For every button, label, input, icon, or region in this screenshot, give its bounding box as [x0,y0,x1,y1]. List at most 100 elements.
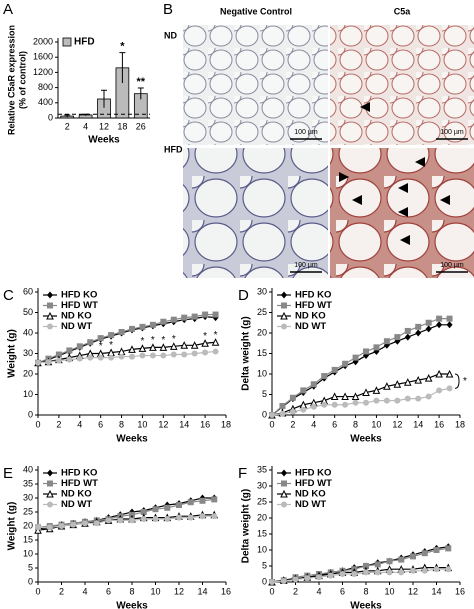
marker [433,547,440,553]
series-line [271,568,449,583]
marker [118,353,125,360]
marker [415,329,422,337]
marker [97,354,104,361]
marker [97,335,104,342]
scale-label: 100 µm [294,129,318,136]
marker [176,514,182,521]
x-tick-label: 14 [413,419,423,429]
marker [374,569,381,576]
x-tick-label: 18 [221,419,231,429]
y-tick-label: 5 [28,562,33,572]
y-tick-label: 800 [38,82,53,92]
micrograph [183,148,328,278]
marker [160,352,167,359]
marker [421,550,428,557]
panel-label: D [238,287,249,304]
marker [93,520,100,527]
marker [281,480,287,487]
legend-swatch [62,37,72,47]
y-tick-label: 20 [257,512,267,522]
x-tick-label: 0 [35,586,40,596]
annotation: * [203,331,207,342]
marker [445,369,454,378]
y-tick-label: 1600 [33,52,53,62]
x-tick-label: 6 [332,419,337,429]
marker [304,575,311,582]
marker [394,397,401,404]
x-tick-label: 12 [99,121,109,131]
marker [341,392,349,401]
x-axis-label: Weeks [116,434,148,445]
marker [289,394,296,401]
y-tick-label: 20 [23,368,33,378]
x-tick-label: 10 [371,419,381,429]
marker [187,514,194,521]
marker [70,521,77,528]
annotation: * [463,376,467,387]
marker [87,354,94,361]
panel-label: A [3,1,13,18]
x-tick-label: 12 [158,419,168,429]
marker [140,516,147,522]
series-line [38,515,215,528]
marker [47,323,53,330]
y-axis-label: Delta weight (g) [241,316,252,390]
marker [436,387,443,394]
marker [117,517,124,524]
y-tick-label: 25 [257,496,267,506]
x-tick-label: 12 [392,419,402,429]
marker [404,395,411,402]
x-tick-label: 4 [316,586,321,596]
marker [129,511,135,518]
scale-label: 100 µm [440,129,464,136]
marker [383,382,391,390]
y-tick-label: 40 [23,464,33,474]
marker [160,318,167,325]
x-axis-label: Weeks [350,434,382,445]
marker [212,348,219,355]
marker [201,339,209,347]
legend-label: ND KO [295,489,326,500]
x-axis-label: Weeks [88,135,120,146]
marker [446,315,453,322]
series-line [271,567,449,583]
y-tick-label: 20 [23,520,33,530]
y-tick-label: 400 [38,97,53,107]
x-tick-label: 0 [269,586,274,596]
x-tick-label: 2 [59,586,64,596]
x-tick-label: 12 [174,586,184,596]
marker [280,311,288,320]
marker [372,386,381,394]
y-axis-label: Relative C5aR expression [6,25,16,135]
x-tick-label: 0 [269,419,274,429]
y-tick-label: 15 [23,534,33,544]
marker [327,572,334,579]
marker [351,571,358,577]
marker [435,369,443,378]
series-line [271,547,449,583]
y-tick-label: 30 [23,348,33,358]
column-header: C5a [394,6,412,16]
marker [129,353,135,360]
scale-bars [290,138,468,273]
marker [363,563,369,569]
marker [398,556,405,563]
y-tick-label: 30 [257,286,267,296]
x-tick-label: 18 [455,419,465,429]
marker [404,333,411,341]
marker [199,513,206,520]
panel-label: C [3,287,14,304]
annotation: * [99,341,103,352]
annotation: * [172,334,176,345]
marker [373,397,380,404]
x-tick-label: 6 [340,586,345,596]
marker [421,567,428,574]
marker [425,393,432,400]
marker [415,323,422,330]
marker [47,469,53,477]
y-tick-label: 2000 [33,36,53,46]
panel-label: E [3,465,13,482]
scale-label: 100 µm [440,262,464,269]
y-tick-label: 50 [23,307,33,317]
y-axis-label: Weight (g) [7,329,18,378]
